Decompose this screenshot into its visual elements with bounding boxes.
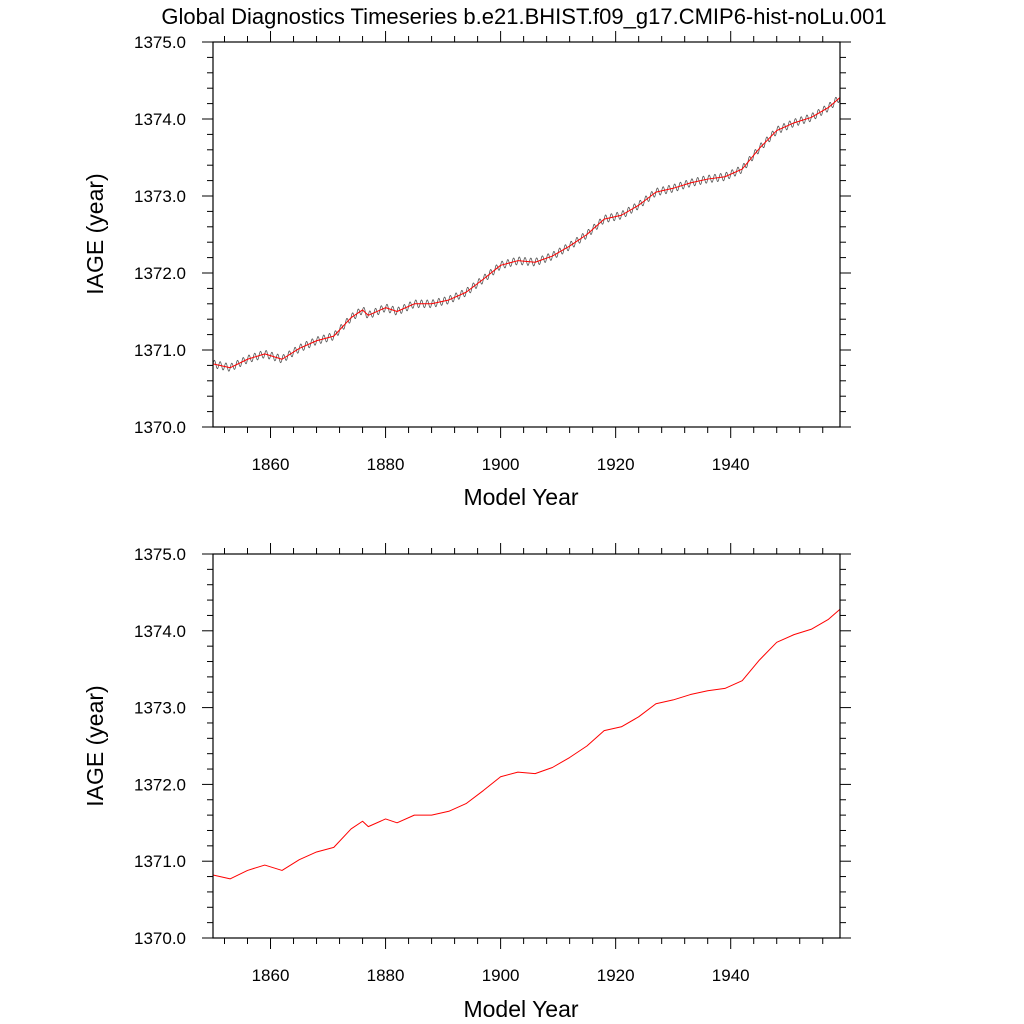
- bottom-y-tick-label: 1371.0: [134, 852, 186, 871]
- top-y-axis-label: IAGE (year): [82, 173, 108, 294]
- top-x-tick-label: 1940: [712, 455, 750, 474]
- bottom-panel: IAGE (year) Model Year 1860 1880 1900 1920 1…: [82, 543, 851, 1022]
- top-y-tick-label: 1374.0: [134, 110, 186, 129]
- bottom-y-tick-label: 1375.0: [134, 545, 186, 564]
- top-x-tick-label: 1880: [367, 455, 405, 474]
- bottom-x-axis-label: Model Year: [463, 996, 578, 1022]
- top-y-tick-label: 1373.0: [134, 187, 186, 206]
- top-plot-frame: [212, 41, 841, 428]
- bottom-x-tick-label: 1860: [252, 966, 290, 985]
- top-x-tick-label: 1860: [252, 455, 290, 474]
- bottom-plot-frame: [212, 553, 841, 939]
- bottom-x-tick-label: 1920: [597, 966, 635, 985]
- top-x-tick-label: 1900: [482, 455, 520, 474]
- top-x-axis-label: Model Year: [463, 484, 578, 510]
- bottom-y-axis-label: IAGE (year): [82, 685, 108, 806]
- bottom-y-tick-label: 1372.0: [134, 775, 186, 794]
- top-y-tick-label: 1371.0: [134, 341, 186, 360]
- top-y-tick-label: 1372.0: [134, 264, 186, 283]
- bottom-series-annual-line: [212, 608, 841, 880]
- bottom-y-tick-label: 1374.0: [134, 622, 186, 641]
- figure-title: Global Diagnostics Timeseries b.e21.BHIS…: [161, 4, 886, 29]
- top-series-annual-line: [212, 97, 841, 369]
- bottom-x-tick-label: 1940: [712, 966, 750, 985]
- bottom-y-tick-label: 1373.0: [134, 699, 186, 718]
- top-x-tick-label: 1920: [597, 455, 635, 474]
- top-panel: IAGE (year) Model Year 1860 1880 1900 1920 1…: [82, 31, 851, 510]
- top-y-tick-label: 1370.0: [134, 418, 186, 437]
- bottom-y-tick-label: 1370.0: [134, 929, 186, 948]
- bottom-x-tick-label: 1880: [367, 966, 405, 985]
- bottom-x-tick-label: 1900: [482, 966, 520, 985]
- top-y-tick-label: 1375.0: [134, 33, 186, 52]
